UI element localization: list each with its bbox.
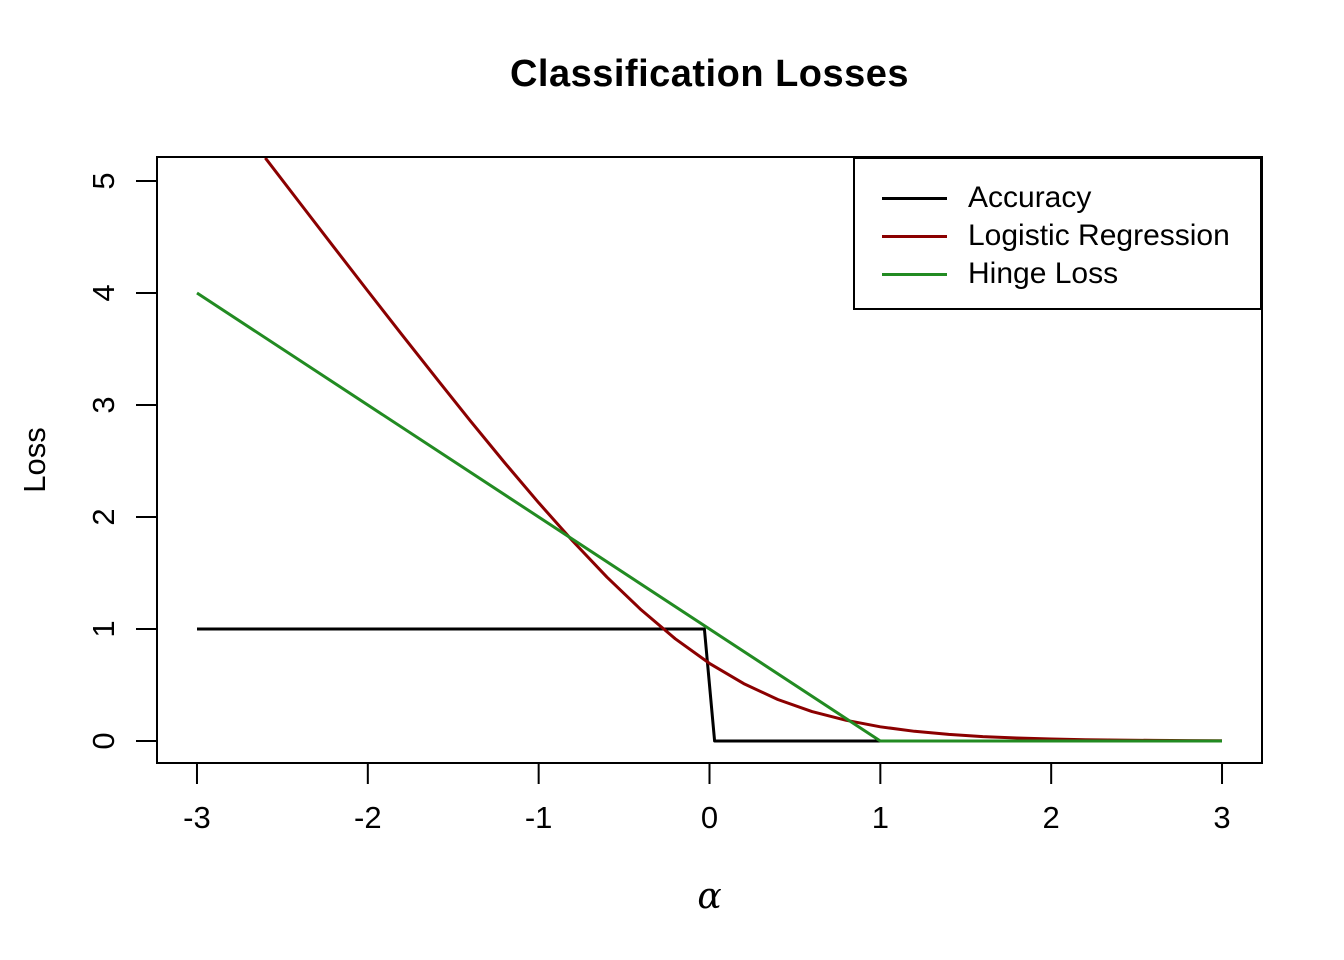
x-tick-label: 0 xyxy=(700,800,719,835)
legend-label-accuracy: Accuracy xyxy=(968,181,1092,214)
legend-label-hinge-loss: Hinge Loss xyxy=(968,257,1119,290)
legend-box: Accuracy Logistic Regression Hinge Loss xyxy=(853,157,1262,310)
legend-item-logistic-regression: Logistic Regression xyxy=(882,217,1260,255)
y-tick-label: 5 xyxy=(86,172,121,190)
curve-accuracy xyxy=(197,627,1222,743)
curve-logistic-regression xyxy=(264,156,1223,743)
legend-line-logistic-regression xyxy=(882,234,947,238)
plot-box-border xyxy=(156,156,1263,764)
y-tick-label: 1 xyxy=(86,620,121,638)
curves-group xyxy=(196,156,1223,743)
x-tick-label: -3 xyxy=(183,800,211,835)
y-tick-label: 2 xyxy=(86,508,121,526)
legend-line-accuracy xyxy=(882,196,947,200)
legend-item-accuracy: Accuracy xyxy=(882,179,1260,217)
x-tick-label: 2 xyxy=(1042,800,1060,835)
y-tick-label: 3 xyxy=(86,396,121,414)
y-tick-label: 0 xyxy=(86,732,121,750)
x-tick-label: -1 xyxy=(524,800,553,835)
chart-title: Classification Losses xyxy=(509,53,910,95)
curve-hinge-loss xyxy=(196,291,1222,743)
x-tick-label: 3 xyxy=(1213,800,1231,835)
legend-line-hinge-loss xyxy=(882,272,947,276)
legend-label-logistic-regression: Logistic Regression xyxy=(968,219,1230,252)
ticks-group xyxy=(136,179,1224,784)
x-axis-title: α xyxy=(697,876,722,917)
y-axis-title: Loss xyxy=(17,427,52,493)
y-tick-label: 4 xyxy=(86,284,121,302)
x-tick-label: 1 xyxy=(871,800,889,835)
legend-item-hinge-loss: Hinge Loss xyxy=(882,255,1260,293)
x-tick-label: -2 xyxy=(354,800,382,835)
